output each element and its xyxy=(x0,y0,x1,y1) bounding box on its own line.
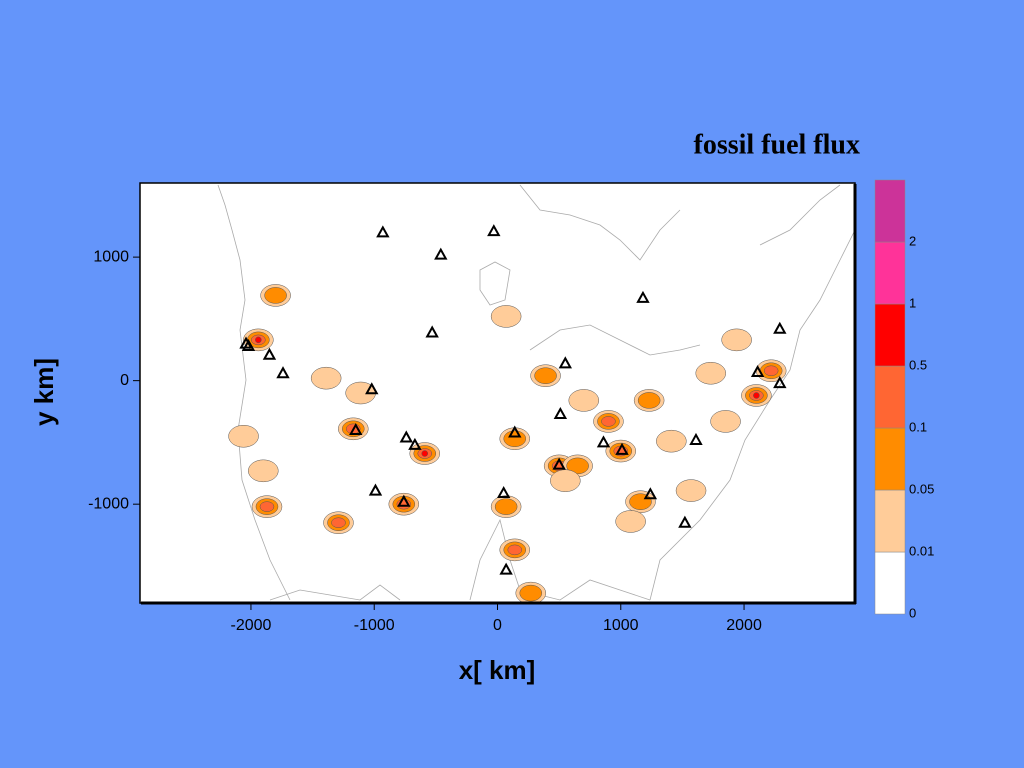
flux-contour xyxy=(566,457,589,475)
flux-contour xyxy=(494,498,518,515)
flux-contour xyxy=(550,469,581,492)
x-tick-label: 1000 xyxy=(603,617,639,634)
flux-contour xyxy=(656,429,687,453)
flux-contour xyxy=(695,361,727,385)
station xyxy=(399,430,413,443)
colorbar-bin xyxy=(874,303,906,367)
station xyxy=(773,376,787,389)
colorbar-bin xyxy=(874,179,906,243)
chart-title: fossil fuel flux xyxy=(694,129,860,160)
flux-contour xyxy=(615,510,646,533)
station xyxy=(615,442,629,455)
colorbar-label: 1 xyxy=(909,295,916,310)
station xyxy=(368,483,383,496)
station xyxy=(643,487,658,500)
station xyxy=(773,321,787,334)
flux-contour xyxy=(568,389,600,412)
flux-contour xyxy=(264,287,287,304)
flux-contour xyxy=(675,479,707,502)
x-tick-label: 0 xyxy=(493,617,502,634)
flux-contour xyxy=(763,365,779,377)
x-axis-label: x[ km] xyxy=(459,655,536,685)
station xyxy=(689,432,703,445)
colorbar-bin xyxy=(874,551,906,615)
station xyxy=(487,224,501,237)
station xyxy=(365,382,379,395)
station xyxy=(552,457,566,470)
flux-contour xyxy=(601,416,616,427)
y-tick-label: -1000 xyxy=(88,495,129,512)
marks xyxy=(228,224,787,605)
station xyxy=(636,290,650,303)
station xyxy=(397,494,411,507)
flux-contour xyxy=(721,328,752,352)
flux-contour xyxy=(490,305,522,328)
plot-area xyxy=(140,183,855,603)
colorbar-label: 0 xyxy=(909,605,916,620)
flux-contour xyxy=(629,493,652,510)
flux-contour xyxy=(310,366,342,390)
station xyxy=(678,515,692,528)
flux-contour xyxy=(421,450,429,457)
flux-contour xyxy=(228,424,259,448)
flux-contour xyxy=(259,501,275,512)
x-tick-label: -2000 xyxy=(230,617,271,634)
flux-contour xyxy=(519,584,543,602)
flux-contour xyxy=(331,517,346,528)
station xyxy=(499,562,513,575)
flux-contour xyxy=(534,367,557,384)
y-tick-label: 1000 xyxy=(93,248,129,265)
colorbar-bin xyxy=(874,365,906,429)
station xyxy=(376,225,390,238)
colorbar-bin xyxy=(874,427,906,491)
colorbar-bin xyxy=(874,241,906,305)
x-tick-label: -1000 xyxy=(354,617,395,634)
station xyxy=(496,485,511,499)
flux-contour xyxy=(637,392,661,409)
station xyxy=(349,422,363,436)
x-tick-label: 2000 xyxy=(726,617,762,634)
y-axis-label: y km] xyxy=(29,358,59,426)
flux-contour xyxy=(248,459,279,483)
station xyxy=(596,435,611,448)
colorbar-label: 0.01 xyxy=(909,543,934,558)
station xyxy=(408,437,422,450)
station xyxy=(276,366,290,379)
y-tick-label: 0 xyxy=(120,372,129,389)
station xyxy=(558,356,573,369)
flux-contour xyxy=(710,410,741,433)
colorbar-label: 0.1 xyxy=(909,419,927,434)
station xyxy=(553,406,568,419)
flux-contour xyxy=(507,544,523,556)
station xyxy=(425,325,439,338)
station xyxy=(508,425,522,438)
colorbar-label: 0.5 xyxy=(909,357,927,372)
flux-contour xyxy=(753,392,760,399)
colorbar-bin xyxy=(874,489,906,553)
flux-contour xyxy=(503,430,527,447)
colorbar-label: 0.05 xyxy=(909,481,934,496)
station xyxy=(434,247,448,260)
station xyxy=(750,364,765,377)
flux-contour xyxy=(255,336,262,344)
colorbar-label: 2 xyxy=(909,233,916,248)
station xyxy=(262,347,277,360)
station xyxy=(241,338,256,352)
